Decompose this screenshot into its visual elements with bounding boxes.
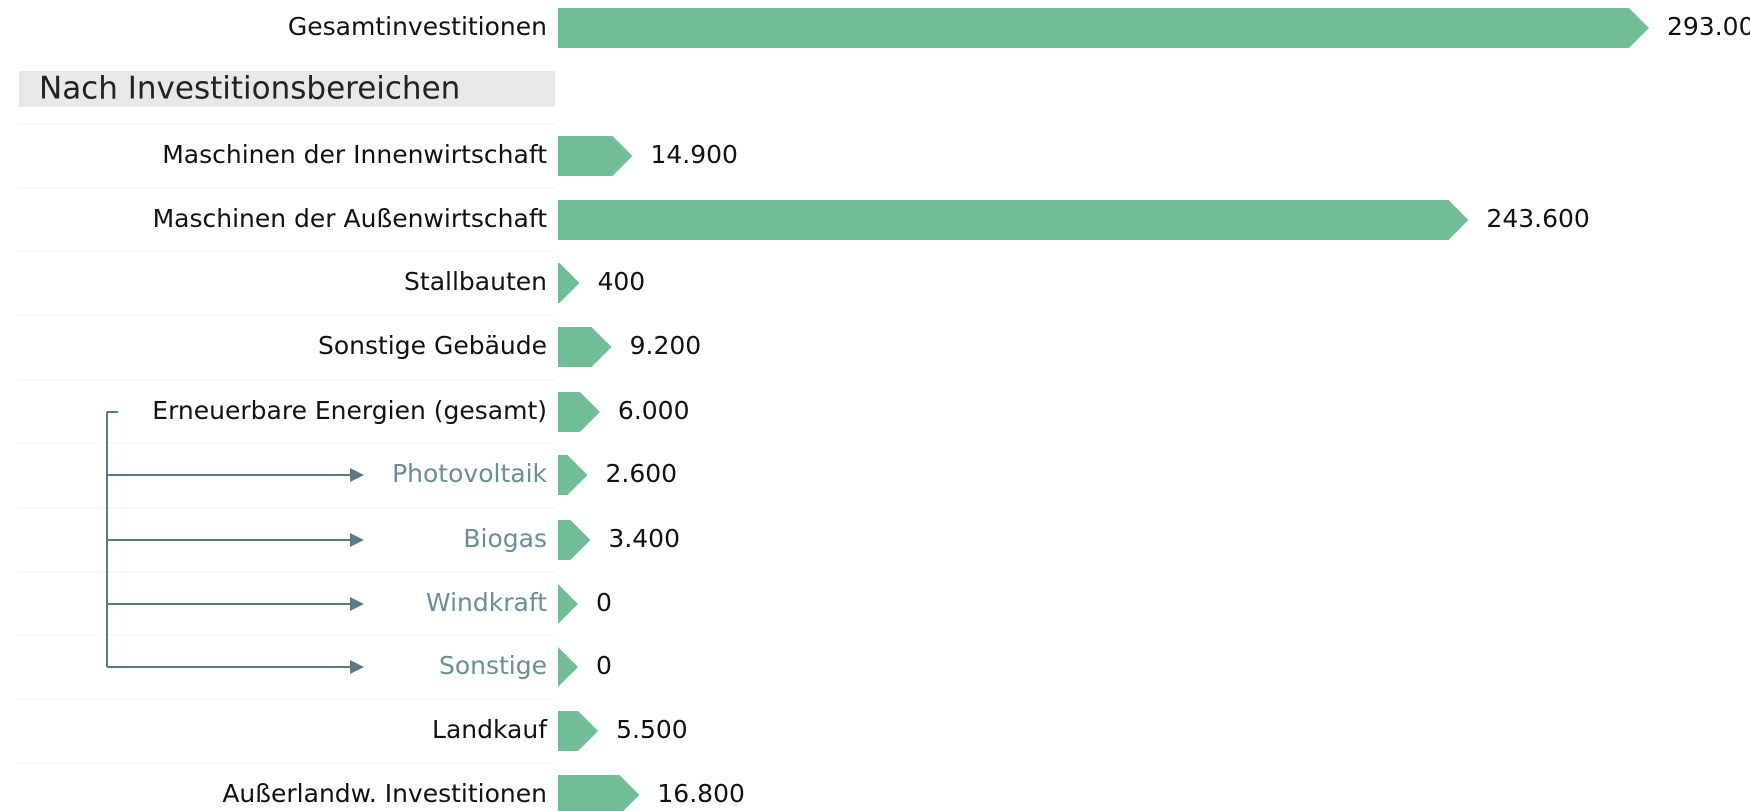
value-label: 16.800 bbox=[657, 779, 744, 808]
bar bbox=[558, 327, 612, 367]
category-label: Photovoltaik bbox=[392, 459, 547, 488]
value-label: 9.200 bbox=[630, 331, 702, 360]
arrow-head bbox=[350, 468, 364, 482]
bar bbox=[558, 711, 599, 751]
category-label: Landkauf bbox=[432, 715, 548, 744]
value-label: 400 bbox=[597, 267, 645, 296]
category-label: Gesamtinvestitionen bbox=[288, 12, 547, 41]
category-label: Maschinen der Innenwirtschaft bbox=[162, 140, 547, 169]
value-label: 14.900 bbox=[650, 140, 737, 169]
bar bbox=[558, 584, 578, 624]
category-label: Maschinen der Außenwirtschaft bbox=[153, 204, 548, 233]
bar bbox=[558, 136, 633, 176]
bar bbox=[558, 647, 578, 687]
bar bbox=[558, 392, 600, 432]
value-label: 6.000 bbox=[618, 396, 690, 425]
section-header-bg bbox=[19, 71, 555, 107]
value-label: 0 bbox=[596, 651, 612, 680]
value-label: 293.000 bbox=[1667, 12, 1750, 41]
bar bbox=[558, 455, 588, 495]
category-label: Stallbauten bbox=[404, 267, 547, 296]
section-header: Nach Investitionsbereichen bbox=[39, 71, 460, 107]
value-label: 243.600 bbox=[1486, 204, 1589, 233]
category-label: Erneuerbare Energien (gesamt) bbox=[152, 396, 547, 425]
bar bbox=[558, 520, 591, 560]
category-label: Windkraft bbox=[426, 588, 547, 617]
bar bbox=[558, 263, 580, 303]
bar bbox=[558, 200, 1469, 240]
category-label: Sonstige bbox=[439, 651, 547, 680]
bar bbox=[558, 775, 640, 811]
value-label: 5.500 bbox=[616, 715, 688, 744]
category-label: Sonstige Gebäude bbox=[318, 331, 547, 360]
category-label: Biogas bbox=[463, 524, 547, 553]
arrow-head bbox=[350, 597, 364, 611]
bar bbox=[558, 8, 1649, 48]
arrow-head bbox=[350, 533, 364, 547]
arrow-head bbox=[350, 660, 364, 674]
category-label: Außerlandw. Investitionen bbox=[222, 779, 547, 808]
value-label: 0 bbox=[596, 588, 612, 617]
value-label: 3.400 bbox=[608, 524, 680, 553]
value-label: 2.600 bbox=[606, 459, 678, 488]
